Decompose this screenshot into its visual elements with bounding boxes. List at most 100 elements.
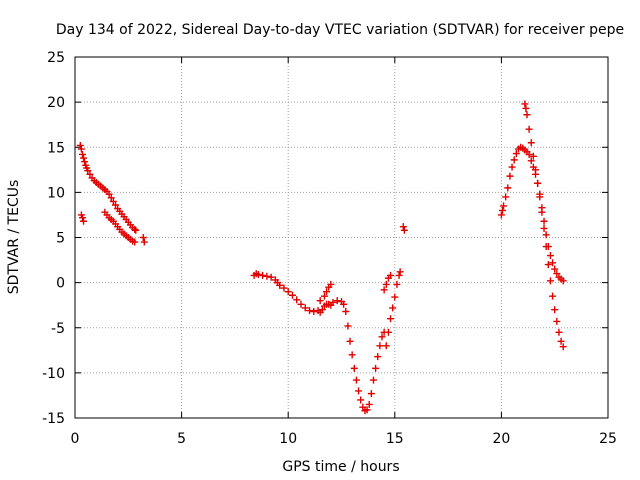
data-point (497, 211, 505, 219)
data-point (380, 286, 388, 294)
data-point (395, 271, 403, 279)
x-tick-label: 25 (599, 431, 617, 447)
data-point (382, 342, 390, 350)
data-point (378, 333, 386, 341)
data-point (86, 170, 94, 178)
data-point (80, 154, 88, 162)
y-tick-label: 15 (47, 140, 65, 156)
data-point (393, 280, 401, 288)
x-tick-label: 15 (386, 431, 404, 447)
data-point (77, 145, 85, 153)
data-point (306, 307, 314, 315)
data-point (320, 292, 328, 300)
data-point (139, 234, 147, 241)
data-point (536, 193, 544, 201)
data-point (525, 125, 533, 133)
data-point (280, 284, 288, 292)
data-point (559, 343, 567, 351)
data-point (546, 277, 554, 285)
data-point (555, 328, 563, 336)
data-point (350, 364, 358, 372)
data-point (399, 223, 407, 231)
data-point (318, 306, 326, 314)
data-point (391, 293, 399, 301)
y-tick-label: -5 (51, 321, 65, 337)
data-point (498, 206, 506, 214)
data-point (542, 231, 550, 239)
data-point (534, 179, 542, 187)
data-point (549, 292, 557, 300)
data-point (506, 172, 514, 180)
data-point (84, 167, 92, 175)
data-point (532, 166, 540, 174)
data-point (396, 268, 404, 276)
data-point (301, 304, 309, 312)
data-point (254, 271, 262, 279)
data-point (502, 193, 510, 201)
data-point (553, 317, 561, 325)
data-point (132, 226, 140, 234)
data-point (284, 288, 292, 296)
data-point (367, 390, 375, 398)
data-point (400, 226, 408, 234)
data-point (508, 163, 516, 171)
data-point (542, 243, 550, 251)
data-point (267, 273, 275, 281)
data-point (387, 271, 395, 279)
data-point (559, 277, 567, 285)
data-point (376, 342, 384, 350)
x-axis-label: GPS time / hours (282, 459, 399, 475)
data-point (372, 364, 380, 372)
data-point (297, 300, 305, 308)
plot-frame (74, 56, 609, 419)
data-point (293, 296, 301, 304)
x-tick-label: 20 (492, 431, 510, 447)
data-point (551, 265, 559, 273)
data-point (357, 396, 365, 404)
data-point (369, 376, 377, 384)
data-point (355, 387, 363, 395)
y-tick-label: 0 (56, 276, 65, 292)
data-point (78, 214, 86, 222)
data-point (288, 291, 296, 299)
y-tick-label: 20 (47, 95, 65, 111)
data-point (544, 261, 552, 269)
data-point (333, 297, 341, 305)
data-point (529, 152, 537, 160)
data-point (316, 297, 324, 305)
data-point (512, 150, 520, 158)
data-point (504, 184, 512, 192)
data-point (310, 308, 318, 316)
data-point (80, 217, 88, 225)
data-point (344, 322, 352, 330)
y-tick-label: 5 (56, 231, 65, 247)
data-point (348, 351, 356, 359)
data-point (112, 201, 120, 209)
data-point (105, 190, 113, 198)
data-point (521, 100, 529, 108)
data-point (363, 406, 371, 414)
y-tick-label: 25 (47, 50, 65, 66)
data-point (538, 208, 546, 216)
data-point (374, 353, 382, 361)
data-point (527, 157, 535, 165)
x-tick-label: 10 (279, 431, 297, 447)
data-point (551, 306, 559, 314)
data-point (140, 238, 148, 246)
data-point (131, 238, 139, 246)
data-point (131, 225, 139, 233)
x-tick-label: 0 (71, 431, 80, 447)
data-point (81, 158, 89, 166)
data-point (107, 194, 115, 202)
data-point (387, 315, 395, 323)
data-point (276, 281, 284, 289)
data-point (510, 156, 518, 164)
data-point (263, 272, 271, 280)
data-point (522, 104, 530, 112)
data-point (76, 141, 84, 149)
data-point (327, 280, 335, 288)
data-point (346, 337, 354, 345)
y-tick-label: 10 (47, 185, 65, 201)
data-point (389, 304, 397, 312)
